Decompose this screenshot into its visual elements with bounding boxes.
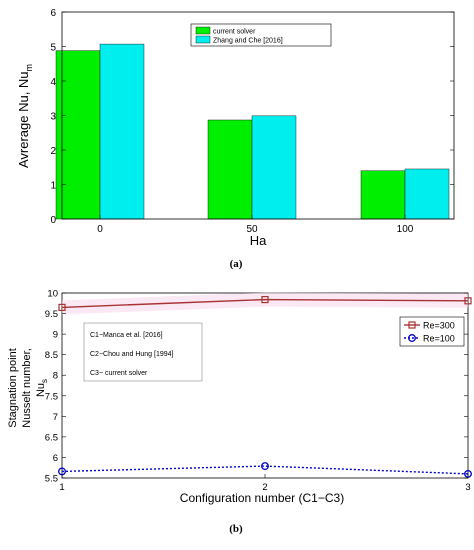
- chart-b-caption: (b): [229, 523, 243, 535]
- chart-a-x-axis-label: Ha: [250, 233, 267, 248]
- y-tick-label: 2: [50, 146, 56, 157]
- chart-b-legend-label-re100: Re=100: [423, 334, 455, 344]
- chart-b-note-c2: C2−Chou and Hung [1994]: [90, 351, 174, 358]
- chart-b-notes-frame: [83, 322, 203, 382]
- y-tick-label: 6: [53, 453, 58, 464]
- chart-a-legend-swatch-zhang: [195, 35, 211, 44]
- chart-a-legend-box: [190, 23, 332, 47]
- chart-b-legend-label-re300: Re=300: [423, 321, 455, 331]
- chart-b: 5.5 6 6.5 7 7.5 8 8.5 9 9.5 10 1 2 3 Configuration …: [7, 289, 472, 535]
- bar-current-solver-0: [55, 50, 101, 220]
- x-tick-label: 2: [262, 482, 267, 493]
- chart-a-legend-swatch-current-solver: [195, 26, 211, 35]
- series-line-re300: [61, 298, 469, 309]
- chart-b-x-ticks: 1 2 3: [59, 474, 471, 493]
- bar-zhang-100: [404, 168, 450, 220]
- chart-a-legend: current solver Zhang and Che [2016]: [190, 23, 332, 47]
- y-tick-label: 7: [53, 412, 58, 423]
- chart-b-legend: Re=300 Re=100: [399, 316, 465, 347]
- chart-b-y-axis-label: Stagnation point Nusselt number, Nus: [7, 348, 49, 428]
- x-tick-label: 3: [465, 482, 470, 493]
- y-tick-label: 0: [50, 215, 56, 226]
- y-tick-label: 10: [47, 289, 58, 300]
- y-tick-label: 9.5: [45, 309, 58, 320]
- chart-a-legend-label-zhang: Zhang and Che [2016]: [213, 38, 283, 45]
- chart-a-caption: (a): [230, 258, 243, 270]
- y-tick-label: 8: [53, 371, 58, 382]
- chart-b-y-label-line-2: Nusselt number,: [21, 348, 33, 427]
- chart-b-legend-marker-re100: [408, 334, 416, 342]
- chart-a-bars: [55, 43, 450, 220]
- y-tick-label: 3: [50, 112, 56, 123]
- x-tick-label: 1: [59, 482, 64, 493]
- point-re100: [261, 462, 269, 471]
- bar-zhang-0: [99, 43, 145, 220]
- y-tick-label: 5: [50, 43, 56, 54]
- point-re300: [261, 295, 269, 304]
- chart-a-legend-label-current-solver: current solver: [213, 29, 256, 36]
- bar-current-solver-100: [360, 170, 406, 220]
- chart-b-y-label-line-1: Stagnation point: [7, 348, 19, 428]
- y-tick-label: 6: [50, 8, 56, 19]
- point-re300: [58, 303, 66, 311]
- y-tick-label: 1: [50, 181, 56, 192]
- chart-b-note-c3: C3− current solver: [90, 370, 148, 377]
- chart-a: 0 1 2 3 4 5 6 0 50 100 Ha Avrerage Nu, Num curre…: [16, 8, 455, 270]
- chart-b-y-ticks: 5.5 6 6.5 7 7.5 8 8.5 9 9.5 10: [45, 289, 468, 485]
- y-tick-label: 4: [50, 77, 56, 88]
- point-re300: [464, 297, 472, 305]
- chart-a-y-axis-label: Avrerage Nu, Num: [16, 64, 34, 168]
- chart-a-x-ticks: 0 50 100: [97, 215, 414, 235]
- chart-b-note-c1: C1−Manca et al. [2016]: [90, 332, 163, 339]
- y-tick-label: 5.5: [45, 474, 58, 485]
- chart-a-y-ticks: 0 1 2 3 4 5 6: [50, 8, 454, 226]
- y-tick-label: 8.5: [45, 350, 58, 361]
- x-tick-label: 50: [246, 224, 258, 235]
- y-tick-label: 9: [53, 330, 58, 341]
- x-tick-label: 100: [397, 224, 414, 235]
- chart-b-legend-marker-re300: [408, 321, 416, 329]
- chart-b-y-label-line-3: Nus: [35, 379, 49, 397]
- y-tick-label: 6.5: [45, 432, 58, 443]
- x-tick-label: 0: [97, 224, 103, 235]
- chart-b-x-axis-label: Configuration number (C1−C3): [180, 491, 344, 505]
- chart-b-re300-band: [62, 292, 468, 315]
- chart-b-notes-box: C1−Manca et al. [2016] C2−Chou and Hung …: [83, 322, 203, 382]
- y-tick-label: 7.5: [45, 391, 58, 402]
- bar-zhang-50: [251, 115, 297, 220]
- bar-current-solver-50: [207, 119, 253, 220]
